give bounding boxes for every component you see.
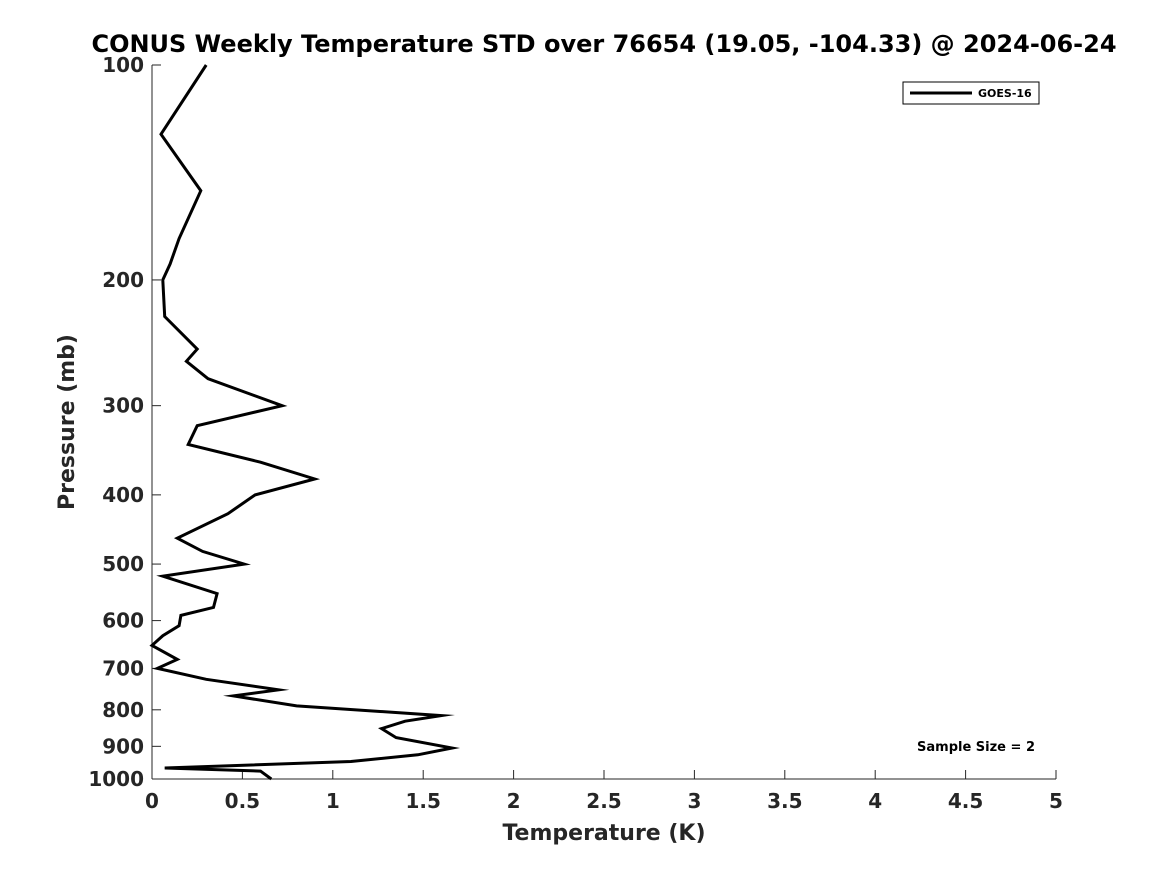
series-layer [149, 64, 461, 781]
y-tick-label: 900 [102, 734, 144, 758]
x-tick-label: 3 [687, 789, 701, 813]
y-tick-label: 400 [102, 483, 144, 507]
legend: GOES-16 [902, 81, 1040, 105]
y-tick-label: 700 [102, 656, 144, 680]
y-tick-label: 300 [102, 394, 144, 418]
chart-title: CONUS Weekly Temperature STD over 76654 … [91, 30, 1116, 58]
series-line-goes-16 [149, 64, 461, 781]
y-tick-label: 1000 [88, 767, 144, 791]
y-tick-label: 800 [102, 698, 144, 722]
x-tick-label: 1 [326, 789, 340, 813]
y-tick-label: 500 [102, 552, 144, 576]
x-tick-label: 5 [1049, 789, 1063, 813]
x-tick-label: 1.5 [405, 789, 440, 813]
x-tick-label: 2.5 [586, 789, 621, 813]
x-tick-label: 4.5 [948, 789, 983, 813]
x-tick-label: 0.5 [225, 789, 260, 813]
legend-label-goes-16: GOES-16 [978, 87, 1032, 100]
y-axis-label: Pressure (mb) [55, 334, 80, 510]
x-tick-label: 0 [145, 789, 159, 813]
y-tick-label: 600 [102, 609, 144, 633]
y-tick-label: 100 [102, 53, 144, 77]
x-axis: 0 0.5 1 1.5 2 2.5 3 3.5 4 4.5 5 [145, 770, 1063, 813]
x-tick-label: 2 [507, 789, 521, 813]
y-tick-label: 200 [102, 268, 144, 292]
y-axis: 100 200 300 400 500 600 700 800 900 1000 [88, 53, 161, 791]
x-axis-label: Temperature (K) [502, 821, 705, 846]
sample-size-annotation: Sample Size = 2 [917, 740, 1035, 755]
x-tick-label: 3.5 [767, 789, 802, 813]
x-tick-label: 4 [868, 789, 882, 813]
